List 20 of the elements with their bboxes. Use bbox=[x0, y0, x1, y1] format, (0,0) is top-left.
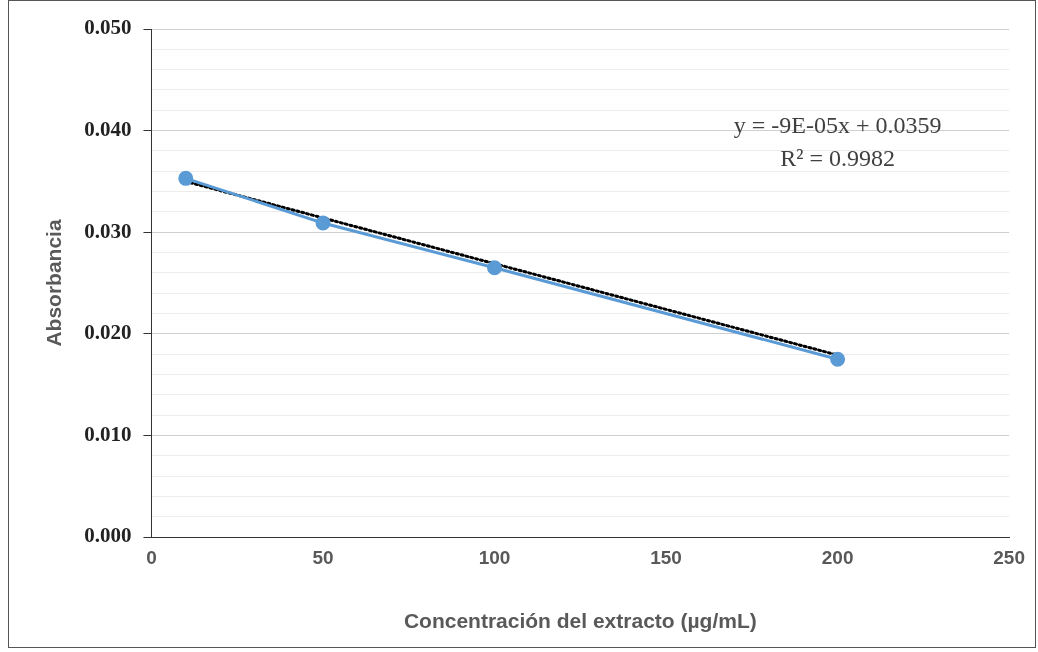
x-tick-label: 0 bbox=[146, 546, 157, 568]
y-tick-label: 0.000 bbox=[84, 523, 132, 548]
y-tick-label: 0.010 bbox=[84, 421, 132, 446]
x-tick-label: 50 bbox=[312, 546, 334, 568]
point bbox=[178, 170, 194, 186]
x-tick-label: 250 bbox=[993, 546, 1025, 568]
annotation: y = -9E-05x + 0.0359 bbox=[733, 112, 942, 139]
point bbox=[830, 351, 846, 367]
y-axis-title: Absorbancia bbox=[42, 219, 66, 347]
x-axis-title: Concentración del extracto (µg/mL) bbox=[403, 609, 757, 633]
annotation: R² = 0.9982 bbox=[780, 145, 895, 172]
x-tick-label: 200 bbox=[821, 546, 854, 568]
x-tick-label: 100 bbox=[478, 546, 511, 568]
y-tick-label: 0.040 bbox=[84, 117, 132, 142]
y-tick-label: 0.050 bbox=[84, 15, 132, 40]
y-tick-label: 0.030 bbox=[84, 218, 132, 243]
y-tick-label: 0.020 bbox=[84, 320, 132, 345]
point bbox=[315, 215, 331, 231]
x-tick-label: 150 bbox=[650, 546, 682, 568]
point bbox=[487, 260, 503, 276]
